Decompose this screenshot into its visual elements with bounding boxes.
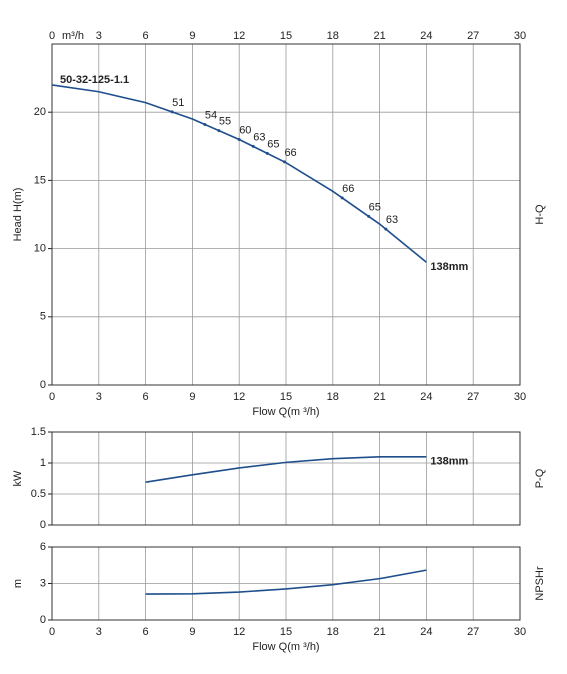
y-tick-label: 0 — [40, 379, 46, 391]
curve — [145, 456, 427, 484]
top-tick-label: 6 — [143, 30, 149, 42]
efficiency-point — [265, 151, 269, 155]
y-tick-label: 10 — [34, 243, 46, 255]
efficiency-label: 51 — [172, 97, 184, 109]
top-tick-label: 24 — [420, 30, 432, 42]
y-tick-label: 0 — [40, 519, 46, 531]
x-tick-label: 30 — [514, 626, 526, 638]
x-tick-label: 15 — [280, 391, 292, 403]
efficiency-label: 65 — [369, 201, 381, 213]
x-tick-label: 24 — [420, 391, 432, 403]
efficiency-label: 65 — [267, 138, 279, 150]
x-tick-label: 0 — [49, 391, 55, 403]
y-tick-label: 1 — [40, 457, 46, 469]
top-tick-label: 30 — [514, 30, 526, 42]
curve-label: 138mm — [430, 261, 468, 273]
y-tick-label: 6 — [40, 541, 46, 553]
efficiency-label: 63 — [386, 214, 398, 226]
efficiency-label: 55 — [219, 116, 231, 128]
efficiency-point — [282, 160, 286, 164]
efficiency-label: 66 — [284, 147, 296, 159]
y-tick-label: 5 — [40, 311, 46, 323]
x-tick-label: 12 — [233, 626, 245, 638]
x-tick-label: 18 — [327, 391, 339, 403]
efficiency-label: 54 — [205, 109, 217, 121]
efficiency-label: 63 — [253, 131, 265, 143]
plot-border — [51, 431, 521, 526]
y-tick-label: 3 — [40, 577, 46, 589]
curve-label: 138mm — [430, 456, 468, 468]
y-tick-label: 1.5 — [31, 426, 46, 438]
x-tick-label: 15 — [280, 626, 292, 638]
y-tick-label: 0 — [40, 614, 46, 626]
top-tick-label: 18 — [327, 30, 339, 42]
x-tick-label: 21 — [373, 391, 385, 403]
side-label: P-Q — [534, 468, 546, 488]
top-tick-label: 15 — [280, 30, 292, 42]
x-tick-label: 0 — [49, 626, 55, 638]
x-tick-label: 27 — [467, 391, 479, 403]
efficiency-label: 60 — [239, 124, 251, 136]
y-tick-label: 0.5 — [31, 488, 46, 500]
efficiency-point — [217, 129, 221, 133]
y-axis-label: kW — [12, 470, 24, 487]
side-label: NPSHr — [534, 566, 546, 601]
y-tick-label: 15 — [34, 174, 46, 186]
side-label: H-Q — [534, 204, 546, 225]
top-tick-label: 9 — [189, 30, 195, 42]
efficiency-point — [251, 144, 255, 148]
curve — [145, 569, 427, 595]
x-tick-label: 3 — [96, 391, 102, 403]
x-tick-label: 6 — [143, 391, 149, 403]
x-axis-label: Flow Q(m ³/h) — [252, 641, 319, 653]
top-tick-label: 21 — [373, 30, 385, 42]
x-tick-label: 27 — [467, 626, 479, 638]
efficiency-point — [340, 196, 344, 200]
x-tick-label: 12 — [233, 391, 245, 403]
plot-border — [51, 43, 521, 386]
plot-border — [51, 546, 521, 621]
y-axis-label: Head H(m) — [12, 188, 24, 242]
efficiency-point — [203, 122, 207, 126]
x-tick-label: 9 — [189, 626, 195, 638]
x-tick-label: 18 — [327, 626, 339, 638]
x-tick-label: 9 — [189, 391, 195, 403]
efficiency-point — [237, 137, 241, 141]
x-tick-label: 30 — [514, 391, 526, 403]
x-tick-label: 24 — [420, 626, 432, 638]
y-tick-label: 20 — [34, 106, 46, 118]
x-axis-label: Flow Q(m ³/h) — [252, 406, 319, 418]
efficiency-point — [367, 214, 371, 218]
top-tick-label: 27 — [467, 30, 479, 42]
x-tick-label: 21 — [373, 626, 385, 638]
top-tick-label: 12 — [233, 30, 245, 42]
x-tick-label: 6 — [143, 626, 149, 638]
efficiency-label: 66 — [342, 183, 354, 195]
efficiency-point — [170, 110, 174, 114]
top-axis-unit: m³/h — [62, 30, 84, 42]
x-tick-label: 3 — [96, 626, 102, 638]
top-tick-label: 3 — [96, 30, 102, 42]
y-axis-label: m — [12, 579, 24, 588]
top-tick-label: 0 — [49, 30, 55, 42]
curve-name: 50-32-125-1.1 — [60, 74, 129, 86]
efficiency-point — [384, 227, 388, 231]
